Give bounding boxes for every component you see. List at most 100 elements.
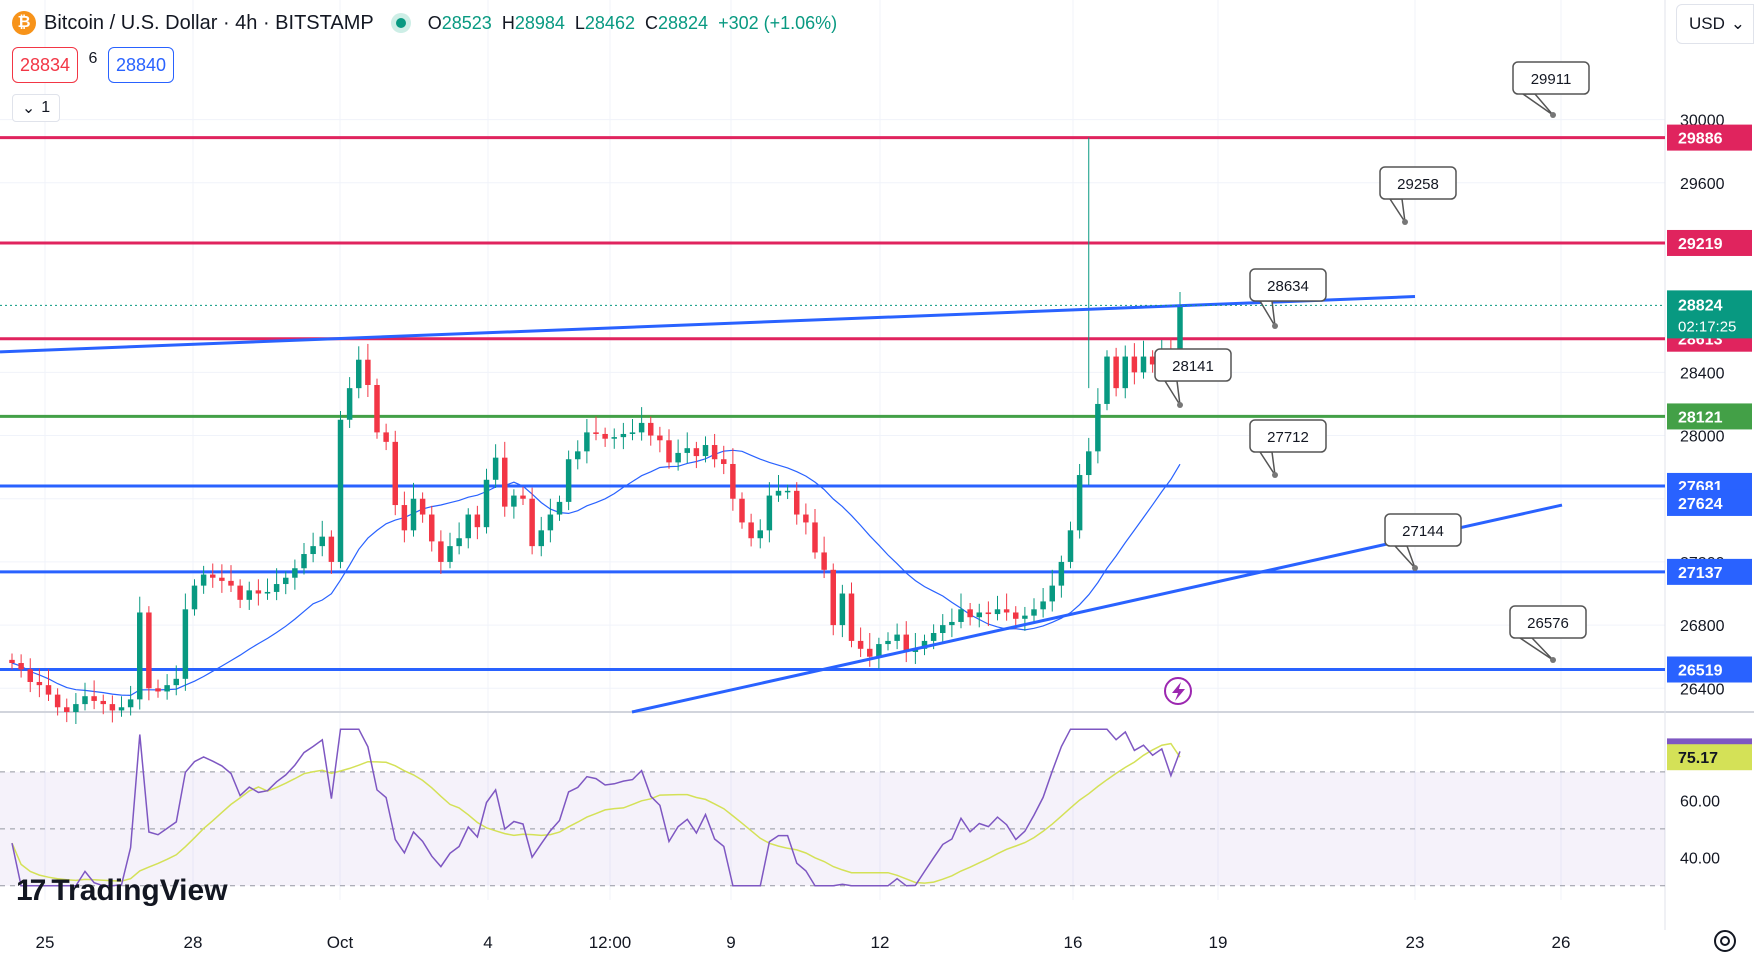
candle-body (1040, 601, 1046, 610)
candle-body (1149, 356, 1156, 365)
candle-body (547, 514, 554, 531)
candle-body (237, 585, 243, 600)
candle-body (1095, 403, 1101, 452)
callout-anchor (1272, 323, 1278, 329)
candle-body (575, 451, 581, 460)
candle-body (401, 505, 408, 531)
candle-body (867, 648, 873, 657)
candle-body (1122, 356, 1128, 389)
candle-body (1058, 561, 1065, 586)
upper-trendline (0, 295, 1416, 354)
level-badge: 27137 (1667, 558, 1752, 585)
symbol-title[interactable]: Bitcoin / U.S. Dollar · 4h · BITSTAMP (44, 11, 374, 34)
gear-icon[interactable] (1714, 930, 1736, 952)
price-tick-label: 26800 (1680, 618, 1725, 635)
buy-price-button[interactable]: 28840 (108, 47, 174, 83)
price-tick-label: 28400 (1680, 365, 1725, 382)
callout-box (1512, 61, 1590, 95)
candle-body (155, 688, 161, 692)
level-badge-text: 27624 (1678, 496, 1723, 513)
candle-body (885, 640, 891, 645)
moving-average-line (11, 449, 1181, 697)
callout-pointer (1258, 300, 1276, 327)
trendlines (0, 295, 1563, 714)
callout-label: 26576 (1527, 615, 1569, 632)
price-callout: 27712 (1249, 419, 1327, 478)
time-tick-label: Oct (327, 933, 354, 952)
time-tick-label: 4 (483, 933, 492, 952)
callout-box (1509, 605, 1587, 639)
callout-label: 29258 (1397, 176, 1439, 193)
candle-body (976, 612, 982, 618)
price-callouts: 29911 29258 28634 28141 27712 27144 26576 (1154, 61, 1590, 663)
candle-body (228, 580, 234, 586)
tradingview-logo: 17 TradingView (16, 874, 228, 907)
collapse-indicators-button[interactable]: ⌄ 1 (12, 94, 60, 122)
countdown-text: 02:17:25 (1678, 318, 1736, 335)
price-callout: 28141 (1154, 348, 1232, 408)
candle-body (301, 554, 307, 569)
level-badge: 27624 (1667, 489, 1752, 516)
candle-body (438, 541, 444, 562)
candle-body (182, 609, 189, 679)
rsi-pane (0, 728, 1665, 887)
candle-body (100, 700, 106, 705)
level-badge-bg (1667, 489, 1752, 516)
candlesticks (9, 137, 1192, 725)
candle-body (757, 530, 763, 539)
candle-body (410, 498, 417, 531)
candle-body (447, 546, 453, 562)
level-badge-text: 28121 (1678, 409, 1723, 426)
callout-label: 27144 (1402, 523, 1444, 540)
callout-pointer (1163, 380, 1181, 406)
candle-body (1076, 475, 1083, 531)
candle-body (456, 538, 462, 547)
last-price-bg (1667, 290, 1752, 339)
candle-body (967, 609, 973, 618)
sell-price-button[interactable]: 28834 (12, 47, 78, 83)
candle-body (1104, 356, 1110, 404)
level-badge: 29886 (1667, 124, 1752, 151)
candle-body (1113, 356, 1119, 389)
rsi-line (11, 728, 1181, 887)
candle-body (958, 609, 964, 622)
candle-body (511, 495, 517, 507)
candle-body (337, 419, 344, 562)
candle-body (812, 522, 818, 553)
candle-body (538, 530, 544, 547)
candle-body (474, 514, 481, 528)
candle-body (930, 633, 937, 641)
candle-body (483, 479, 490, 528)
candle-body (602, 433, 608, 439)
currency-select[interactable]: USD ⌄ (1676, 4, 1754, 44)
candle-body (383, 432, 389, 442)
level-badge-bg (1667, 558, 1752, 585)
candle-body (365, 359, 371, 385)
candle-body (648, 422, 654, 436)
candle-body (292, 568, 298, 578)
rsi-ma-badge-bg (1667, 744, 1752, 771)
currency-label: USD (1689, 14, 1725, 33)
candle-body (638, 422, 645, 433)
callout-box (1249, 268, 1327, 302)
candle-body (310, 546, 316, 555)
level-badge-bg (1667, 403, 1752, 430)
level-badge: 28121 (1667, 403, 1752, 430)
time-tick-label: 25 (36, 933, 55, 952)
candle-body (921, 640, 928, 649)
tradingview-mark: 17 (16, 874, 46, 907)
candle-body (748, 522, 754, 539)
candle-body (1049, 585, 1055, 602)
candle-body (994, 609, 1001, 615)
callout-box (1379, 166, 1457, 200)
candle-body (739, 498, 745, 523)
callout-anchor (1402, 219, 1408, 225)
time-tick-label: 28 (184, 933, 203, 952)
candle-body (784, 490, 791, 493)
callout-pointer (1393, 545, 1416, 569)
candle-body (200, 574, 207, 586)
price-tick-label: 29600 (1680, 176, 1725, 193)
spread-value: 6 (88, 50, 98, 67)
time-tick-label: 12:00 (589, 933, 632, 952)
